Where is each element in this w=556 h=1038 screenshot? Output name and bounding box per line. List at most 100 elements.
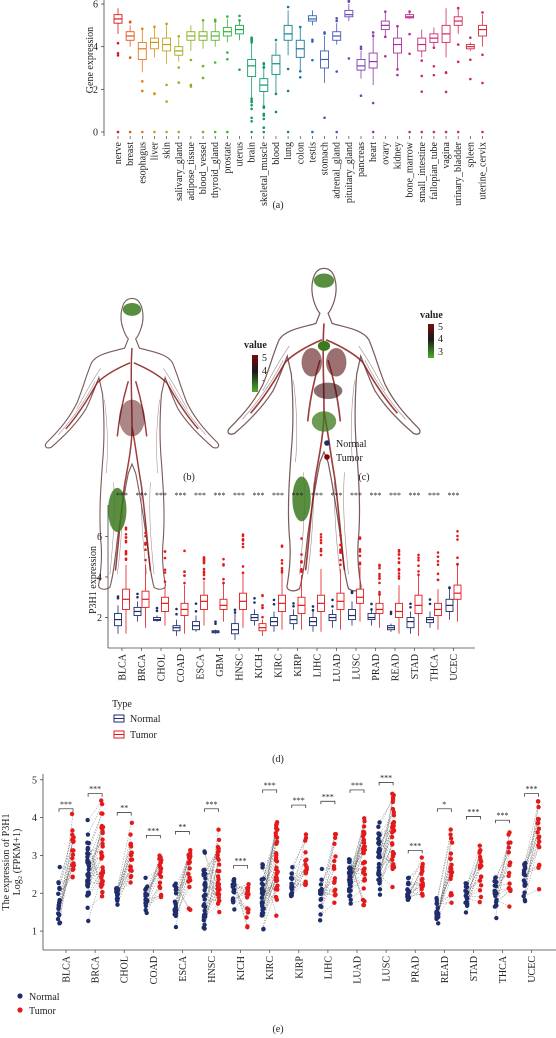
panel-a-outlier — [456, 130, 460, 134]
panel-a-outlier — [274, 92, 278, 96]
panel-e-pair-line — [262, 833, 277, 884]
panel-e-pair-line — [524, 828, 539, 886]
panel-e-pair-line — [58, 850, 74, 915]
panel-e-point-normal — [231, 887, 237, 893]
panel-a-x-label-vagina: vagina — [441, 141, 452, 168]
panel-b-brain-highlight — [122, 303, 142, 316]
panel-e-significance-bracket — [495, 819, 510, 824]
panel-e-point-tumor — [536, 887, 542, 892]
panel-e-point-tumor — [390, 854, 396, 859]
panel-e-point-tumor — [188, 854, 193, 859]
panel-e-point-tumor — [129, 820, 135, 825]
panel-e-point-normal — [57, 897, 62, 903]
panel-e-significance-label: *** — [89, 785, 101, 794]
panel-d-outlier — [214, 622, 217, 626]
panel-a-x-label-kidney: kidney — [392, 142, 403, 169]
panel-d-outlier — [183, 581, 186, 585]
panel-a-box-blood_vessel — [198, 19, 208, 134]
panel-e-legend-normal-dot — [17, 993, 23, 999]
panel-a-box-adipose_tissue — [186, 25, 196, 88]
panel-e-pair-line — [349, 888, 365, 900]
panel-a-outlier — [177, 81, 181, 84]
panel-a-box-testis — [307, 10, 317, 134]
panel-e-point-normal — [57, 864, 62, 870]
panel-e-point-normal — [174, 885, 179, 890]
panel-a-outlier — [481, 11, 484, 14]
panel-e-point-tumor — [535, 799, 541, 804]
panel-d-significance-label: *** — [214, 491, 226, 500]
panel-d-outlier — [339, 563, 342, 567]
panel-a-x-label-brain: brain — [247, 142, 258, 163]
panel-e-point-normal — [202, 882, 207, 887]
panel-b-muscle-highlight — [108, 487, 127, 533]
panel-e-point-tumor — [100, 830, 105, 836]
panel-e-pair-line — [87, 839, 103, 867]
panel-d-outlier — [241, 542, 245, 546]
panel-d-outlier — [124, 533, 128, 536]
panel-e-point-normal — [260, 911, 265, 916]
panel-d-outlier — [397, 553, 401, 556]
panel-d-outlier — [397, 574, 401, 578]
panel-d-outlier — [358, 548, 362, 551]
panel-d-outlier — [319, 533, 323, 536]
panel-e-pair-line — [495, 862, 510, 883]
panel-e-y-tick-label: 2 — [32, 889, 37, 900]
panel-d-outlier — [124, 526, 128, 529]
panel-a-x-label-skin: skin — [162, 142, 173, 159]
panel-c-legend: value 5 4 3 — [420, 310, 443, 358]
panel-c-lung-right — [326, 347, 347, 377]
panel-d-box-LIHC-normal — [309, 605, 317, 632]
panel-e-pair-line — [88, 867, 103, 870]
panel-e-point-normal — [230, 884, 236, 890]
panel-e-x-label-UCEC: UCEC — [527, 956, 538, 983]
panel-d-outlier — [378, 572, 381, 576]
panel-d-ylabel: P3H1 expression — [88, 546, 99, 614]
panel-d-box-GBM-tumor — [219, 557, 228, 622]
panel-c-muscle-line — [242, 360, 284, 420]
panel-d-outlier — [233, 608, 237, 612]
panel-e-point-tumor — [215, 852, 220, 858]
panel-d-outlier — [409, 602, 412, 606]
panel-d-box-PRAD-normal — [367, 602, 376, 626]
panel-a-outlier — [286, 89, 290, 93]
panel-e-point-tumor — [274, 913, 279, 918]
panel-d-outlier — [202, 577, 206, 581]
panel-c-vessel — [304, 474, 317, 571]
panel-a-outlier — [371, 101, 375, 105]
panel-e-point-normal — [230, 896, 236, 901]
panel-e-ylabel-line1: The expression of P3H1 — [1, 814, 12, 911]
panel-a-x-label-spleen: spleen — [465, 142, 476, 168]
panel-e-point-tumor — [99, 798, 104, 803]
panel-e-pair-line — [175, 885, 190, 910]
panel-e-point-normal — [348, 888, 353, 893]
panel-d-outlier — [144, 531, 147, 535]
panel-a-caption: (a) — [272, 200, 283, 211]
panel-d-outlier — [163, 550, 167, 553]
panel-e-significance-bracket — [233, 865, 248, 869]
panel-a-outlier — [286, 130, 290, 134]
panel-e-significance-bracket — [58, 808, 74, 812]
panel-e-point-tumor — [332, 892, 338, 898]
panel-e-point-tumor — [362, 860, 368, 865]
panel-e-point-tumor — [477, 843, 482, 848]
panel-e-pair-line — [146, 895, 161, 900]
panel-d-outlier — [175, 612, 178, 616]
panel-e-x-labels: BLCA BRCA CHOL COAD ESCA HNSC KICH KIRC KIRP LIHC… — [62, 950, 538, 984]
panel-d-significance-label: *** — [389, 491, 401, 500]
panel-d-box-rect — [356, 588, 364, 604]
panel-a-outlier — [213, 130, 217, 134]
panel-e-pair-line — [233, 891, 248, 913]
panel-a-outlier — [141, 130, 144, 134]
panel-d-outlier — [319, 553, 323, 557]
panel-e-pair-line — [320, 868, 336, 900]
panel-d-outlier — [358, 562, 362, 566]
panel-e-x-label-KIRC: KIRC — [265, 956, 276, 980]
panel-e-pair-line — [262, 841, 277, 885]
panel-e-significance-label: *** — [264, 781, 276, 790]
panel-e-point-tumor — [216, 877, 221, 882]
panel-d-box-KIRC-tumor — [278, 544, 286, 630]
panel-e-point-normal — [377, 852, 382, 857]
panel-e-pair-line — [408, 891, 423, 896]
panel-d-significance-label: *** — [292, 491, 304, 500]
panel-a-x-label-nerve: nerve — [113, 141, 124, 164]
